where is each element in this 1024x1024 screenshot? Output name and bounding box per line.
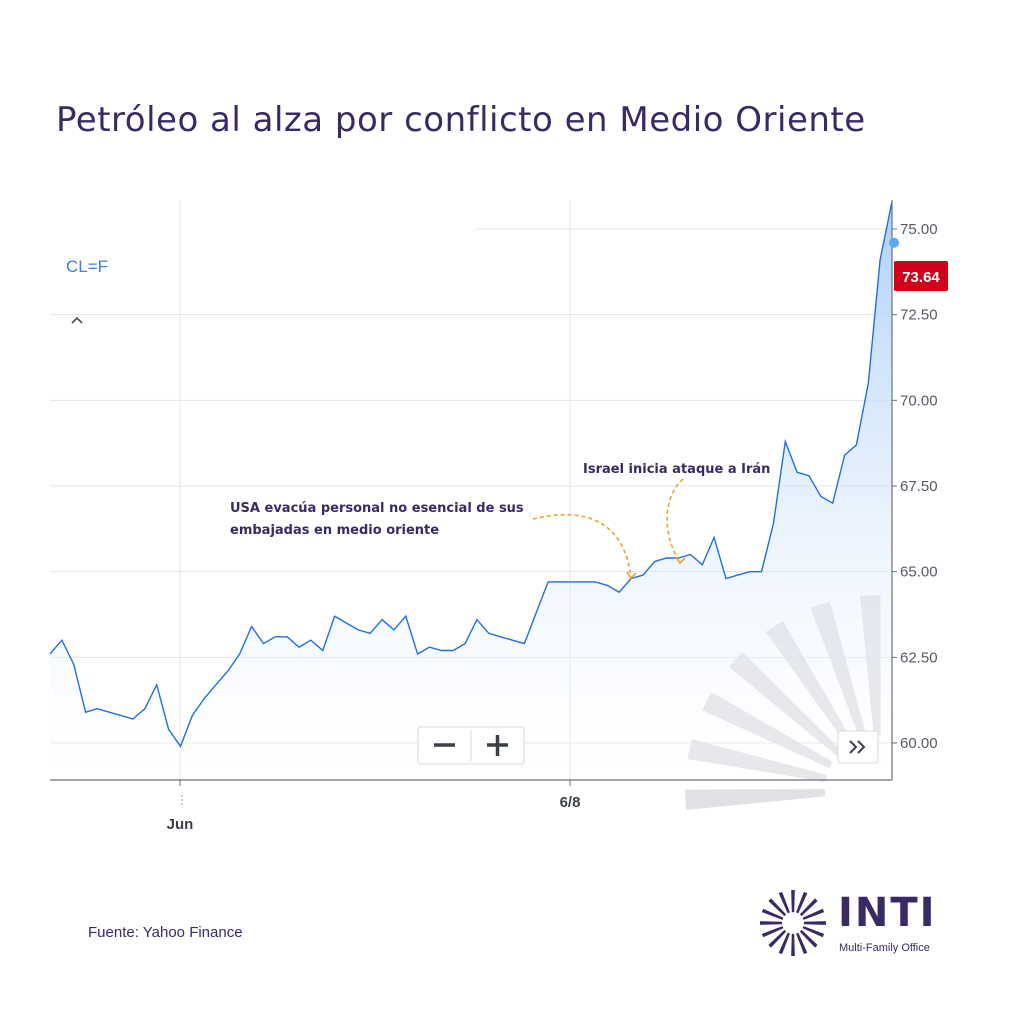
source-note: Fuente: Yahoo Finance [88,924,243,941]
logo-ray [778,891,790,914]
logo-ray [802,908,825,920]
chart-axes [50,200,893,781]
y-axis-ticks: 60.00 62.50 65.00 67.50 70.00 72.50 75.00 [892,221,938,752]
annotation-text: USA evacúa personal no esencial de sus [230,501,524,516]
annotation: Israel inicia ataque a Irán [583,462,770,565]
x-tick-label: Jun [167,816,194,833]
plus-icon [487,735,508,756]
annotation-text: embajadas en medio oriente [230,523,439,538]
logo-ray [803,921,826,925]
logo-ray [796,891,808,914]
annotation-arrowhead [675,556,686,565]
y-tick-label: 70.00 [900,392,938,409]
brand-name: INTI [838,890,937,936]
y-tick-label: 60.00 [900,735,938,752]
y-tick-label: 67.50 [900,478,938,495]
symbol-label: CL=F [66,257,108,276]
annotation: USA evacúa personal no esencial de sus em… [230,501,637,580]
logo-ray [760,921,783,925]
chart-annotations: USA evacúa personal no esencial de sus em… [230,462,770,580]
annotation-arrow [666,478,684,564]
zoom-controls [417,726,525,765]
logo-ray [802,926,825,938]
annotation-arrow [532,513,632,579]
logo-ray [791,890,795,913]
x-axis-ticks: Jun 6/8 [167,780,581,833]
logo-ray [796,932,808,955]
chart-title: Petróleo al alza por conflicto en Medio … [56,100,866,140]
annotation-arrowhead [626,571,637,580]
chevron-up-icon[interactable] [71,316,83,324]
zoom-out-button[interactable] [419,728,470,763]
annotation-text: Israel inicia ataque a Irán [583,462,770,477]
logo-center [786,916,800,930]
expand-chart-button[interactable] [837,730,879,764]
logo-ray [778,932,790,955]
logo-ray [768,929,787,948]
logo-ray [761,926,784,938]
last-price-tag: 73.64 [894,261,948,291]
logo-ray [768,898,787,917]
logo-ray [799,898,818,917]
brand-tagline: Multi-Family Office [839,942,930,954]
logo-ray [761,908,784,920]
price-area [50,201,892,781]
double-chevron-right-icon [849,740,866,754]
last-price-value: 73.64 [902,269,940,286]
zoom-in-button[interactable] [472,728,523,763]
last-price-dot [889,237,899,248]
logo-ray [791,933,795,956]
x-tick-label: 6/8 [560,794,581,811]
y-tick-label: 75.00 [900,221,938,238]
sun-logo-icon [760,890,826,956]
price-line [49,201,893,748]
watermark-ray [685,789,826,810]
y-tick-label: 65.00 [900,564,938,581]
y-tick-label: 62.50 [900,649,938,666]
logo-ray [799,929,818,948]
y-tick-label: 72.50 [900,307,938,324]
